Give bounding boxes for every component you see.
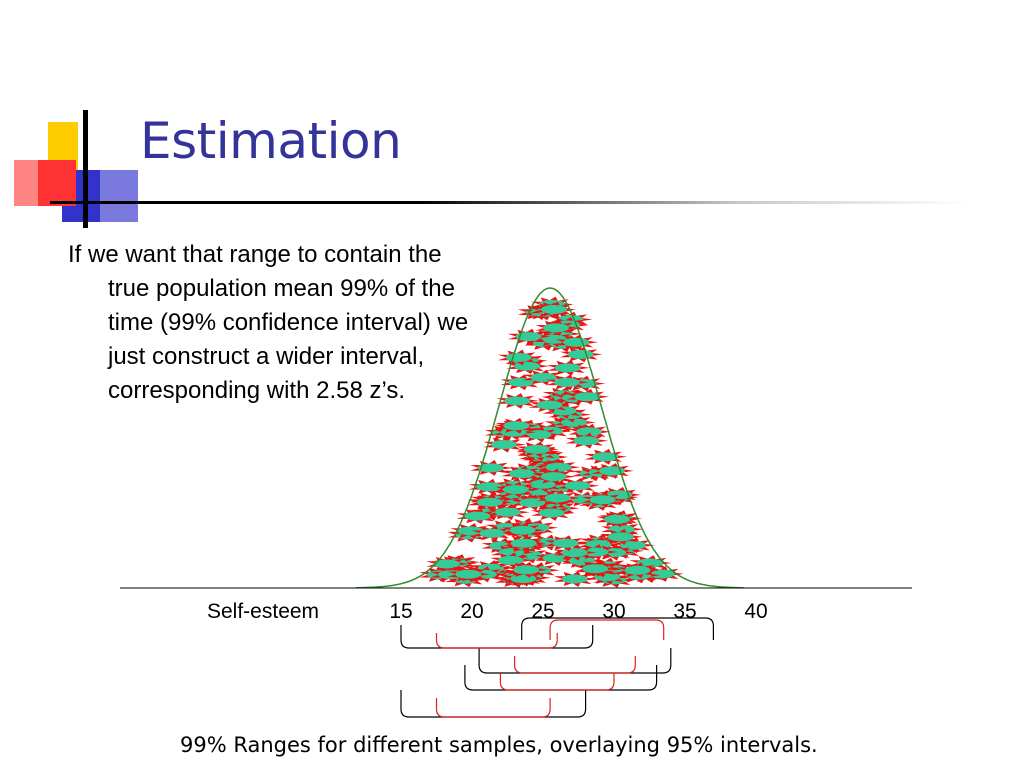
sample-mean-marker <box>616 562 660 579</box>
sample-mean-marker <box>456 508 500 524</box>
x-axis-label: Self-esteem <box>207 600 319 623</box>
sample-mean-marker <box>470 460 513 476</box>
sample-mean-marker <box>496 393 540 409</box>
interval-99-bracket <box>400 690 587 718</box>
sample-mean-marker <box>553 544 597 561</box>
sample-mean-marker <box>553 414 596 431</box>
normal-curve <box>355 287 744 589</box>
title-underline <box>50 201 970 204</box>
sample-mean-marker <box>537 459 581 476</box>
sample-mean-marker <box>547 360 590 376</box>
sample-mean-marker <box>568 423 611 440</box>
logo-blue-fade <box>100 170 138 222</box>
sample-mean-marker <box>581 491 625 508</box>
sample-mean-marker <box>483 436 526 453</box>
sample-mean-marker <box>487 504 530 521</box>
interval-99-bracket <box>464 665 658 691</box>
sample-mean-marker <box>495 481 538 498</box>
sample-mean-marker <box>528 397 572 413</box>
x-tick-label: 20 <box>460 600 483 623</box>
sample-mean-marker <box>566 388 610 405</box>
sample-mean-marker <box>584 448 628 465</box>
sample-mean-marker <box>556 477 600 494</box>
sample-mean-markers <box>419 296 684 588</box>
sample-mean-marker <box>596 511 639 528</box>
interval-95-bracket <box>499 673 615 691</box>
sample-mean-marker <box>612 537 655 554</box>
sample-mean-marker <box>471 525 515 542</box>
sample-mean-marker <box>641 566 684 582</box>
x-tick-label: 35 <box>673 600 696 623</box>
sample-mean-marker <box>505 561 549 578</box>
slide-body-text: If we want that range to contain the tru… <box>68 241 469 404</box>
slide-logo-decoration <box>14 110 138 228</box>
confidence-intervals <box>400 617 714 718</box>
sample-mean-marker <box>495 417 539 434</box>
sample-mean-marker <box>544 535 588 552</box>
sample-mean-marker <box>546 374 589 391</box>
figure-caption: 99% Ranges for different samples, overla… <box>180 733 818 757</box>
x-tick-label: 40 <box>744 600 767 623</box>
sample-mean-marker <box>507 328 551 345</box>
sample-mean-marker <box>469 494 512 511</box>
sample-mean-marker <box>532 468 576 485</box>
sample-mean-marker <box>503 535 546 552</box>
interval-95-bracket <box>435 633 558 649</box>
interval-95-bracket <box>514 656 636 674</box>
sample-mean-marker <box>531 505 574 521</box>
sample-mean-marker <box>535 320 578 336</box>
interval-99-bracket <box>400 625 594 649</box>
sample-mean-marker <box>574 560 618 577</box>
sample-mean-marker <box>490 552 533 569</box>
interval-99-bracket <box>521 617 714 640</box>
interval-95-bracket <box>549 619 665 640</box>
sample-mean-marker <box>537 490 580 506</box>
sample-mean-marker <box>516 441 559 458</box>
logo-red-square <box>14 160 76 206</box>
x-tick-label: 30 <box>602 600 625 623</box>
logo-vertical-bar <box>83 110 88 228</box>
sample-mean-marker <box>591 463 634 479</box>
x-tick-label: 25 <box>531 600 554 623</box>
interval-99-bracket <box>478 648 672 674</box>
x-tick-label: 15 <box>389 600 412 623</box>
sample-mean-marker <box>600 528 643 545</box>
logo-red-fade <box>14 160 38 206</box>
sample-mean-marker <box>502 522 545 539</box>
x-tick-labels: 15 20 25 30 35 40 <box>389 600 767 623</box>
sample-mean-marker <box>533 301 576 318</box>
sample-mean-marker <box>565 432 609 449</box>
sample-mean-marker <box>447 566 491 583</box>
interval-95-bracket <box>435 698 551 718</box>
sample-mean-marker <box>501 465 544 482</box>
sample-mean-marker <box>574 544 618 560</box>
slide-title: Estimation <box>140 112 402 170</box>
